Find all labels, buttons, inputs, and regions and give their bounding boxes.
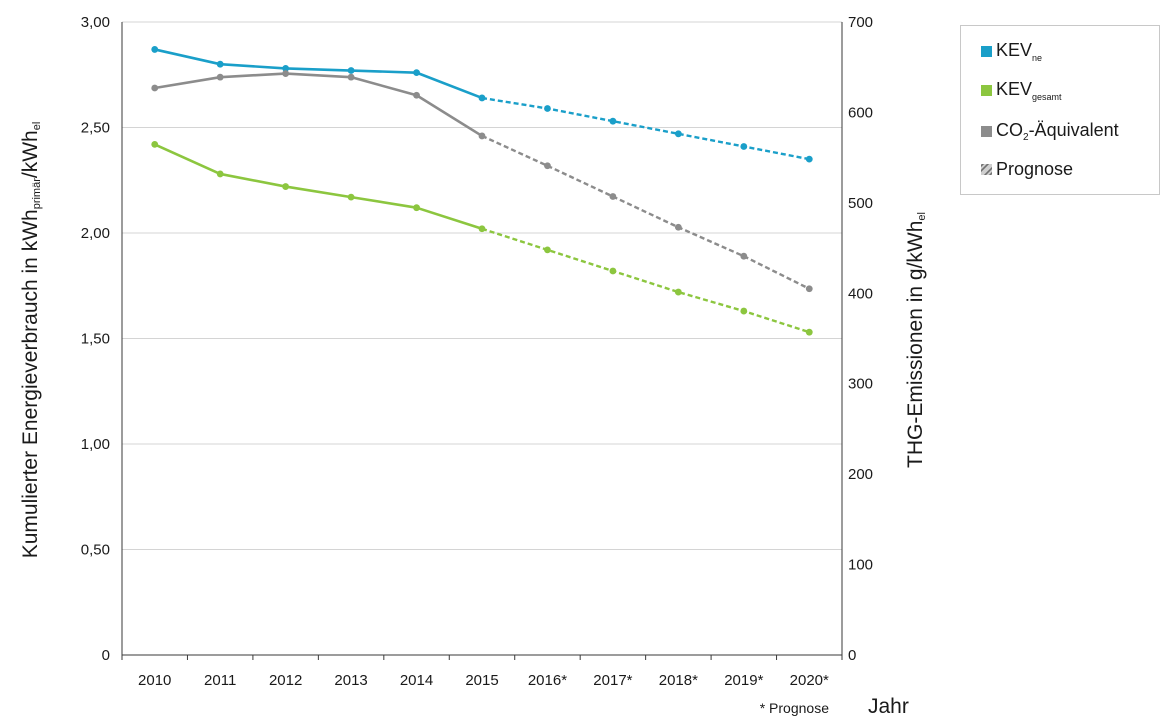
series-line-prognosis	[481, 96, 810, 161]
data-point	[282, 70, 290, 77]
data-point	[478, 132, 486, 140]
prognosis-note: * Prognose	[760, 700, 829, 716]
x-tick-label: 2019*	[724, 672, 763, 689]
x-tick-label: 2018*	[659, 672, 698, 689]
y-left-axis-title-part: el	[31, 122, 43, 131]
y-right-tick-label: 0	[848, 647, 856, 664]
data-point	[347, 67, 355, 74]
series-line-prognosis	[481, 227, 810, 334]
legend-item-prognose: Prognose	[981, 159, 1073, 180]
legend-item-kev-ne: KEVne	[981, 40, 1042, 63]
y-left-tick-label: 0	[102, 647, 110, 664]
y-right-tick-label: 200	[848, 466, 873, 483]
series-line-actual	[154, 72, 483, 138]
legend-item-kev-gesamt: KEVgesamt	[981, 79, 1062, 102]
data-point	[282, 183, 290, 190]
data-point	[805, 155, 813, 163]
x-tick-label: 2014	[400, 672, 433, 689]
data-point	[609, 193, 617, 200]
data-point	[544, 162, 551, 170]
y-left-tick-label: 2,50	[81, 120, 110, 137]
y-right-tick-label: 500	[848, 195, 873, 212]
x-tick-label: 2016*	[528, 672, 567, 689]
legend-swatch-kev-ne	[981, 46, 992, 57]
y-left-tick-label: 3,00	[81, 14, 110, 31]
x-tick-label: 2010	[138, 672, 171, 689]
y-right-tick-label: 700	[848, 14, 873, 31]
data-point	[740, 143, 748, 150]
y-right-axis-title-part: THG-Emissionen in g/kWh	[904, 221, 927, 468]
y-left-axis-title-part: primär	[31, 178, 43, 210]
y-left-axis-title-part: Kumulierter Energieverbrauch in kWh	[19, 209, 42, 558]
y-right-tick-label: 600	[848, 104, 873, 121]
data-point	[151, 84, 159, 92]
data-point	[347, 193, 355, 201]
x-tick-label: 2012	[269, 672, 302, 689]
chart-legend: KEVne KEVgesamt CO2-Äquivalent Prognose	[960, 25, 1160, 195]
series-line-actual	[154, 143, 483, 231]
x-axis-title: Jahr	[868, 695, 909, 716]
data-point	[413, 91, 420, 99]
data-point	[740, 307, 748, 315]
legend-label-kev-gesamt: KEVgesamt	[996, 79, 1062, 102]
data-point	[216, 170, 224, 178]
data-point	[674, 223, 682, 231]
y-left-tick-label: 2,00	[81, 225, 110, 242]
data-point	[347, 73, 355, 81]
data-point	[216, 60, 224, 68]
x-tick-label: 2011	[204, 672, 236, 689]
data-point	[544, 105, 551, 112]
legend-swatch-co2	[981, 126, 992, 137]
y-left-tick-label: 1,50	[81, 331, 110, 348]
legend-label-co2: CO2-Äquivalent	[996, 120, 1119, 143]
data-point	[674, 288, 682, 296]
data-point	[478, 225, 486, 233]
series-line-actual	[154, 48, 483, 100]
legend-swatch-prognose	[981, 164, 992, 175]
y-left-tick-label: 0,50	[81, 542, 110, 559]
x-tick-label: 2013	[334, 672, 367, 689]
y-right-axis-title-part: el	[916, 212, 928, 221]
data-point	[609, 117, 617, 125]
y-left-axis-title: Kumulierter Energieverbrauch in kWhprimä…	[19, 122, 43, 559]
data-point	[740, 252, 748, 260]
x-tick-label: 2015	[465, 672, 498, 689]
data-point	[805, 328, 813, 336]
data-point	[413, 204, 420, 212]
data-point	[478, 94, 486, 102]
legend-label-prognose: Prognose	[996, 159, 1074, 179]
y-left-tick-label: 1,00	[81, 436, 110, 453]
data-point	[151, 140, 159, 148]
data-point	[609, 267, 617, 275]
data-point	[151, 46, 159, 53]
data-point	[413, 69, 420, 77]
data-point	[216, 73, 224, 81]
legend-label-kev-ne: KEVne	[996, 40, 1043, 63]
series-line-prognosis	[481, 134, 810, 290]
x-tick-label: 2017*	[593, 672, 632, 689]
y-right-tick-label: 100	[848, 557, 873, 574]
legend-swatch-kev-gesamt	[981, 85, 992, 96]
data-point	[544, 246, 551, 254]
legend-item-co2: CO2-Äquivalent	[981, 120, 1119, 143]
y-left-axis-title-part: /kWh	[19, 130, 42, 178]
y-right-tick-label: 400	[848, 285, 873, 302]
data-point	[674, 130, 682, 138]
y-right-axis-title: THG-Emissionen in g/kWhel	[904, 212, 928, 468]
y-right-tick-label: 300	[848, 376, 873, 393]
data-point	[805, 285, 813, 293]
x-tick-label: 2020*	[790, 672, 829, 689]
data-point	[282, 65, 290, 72]
